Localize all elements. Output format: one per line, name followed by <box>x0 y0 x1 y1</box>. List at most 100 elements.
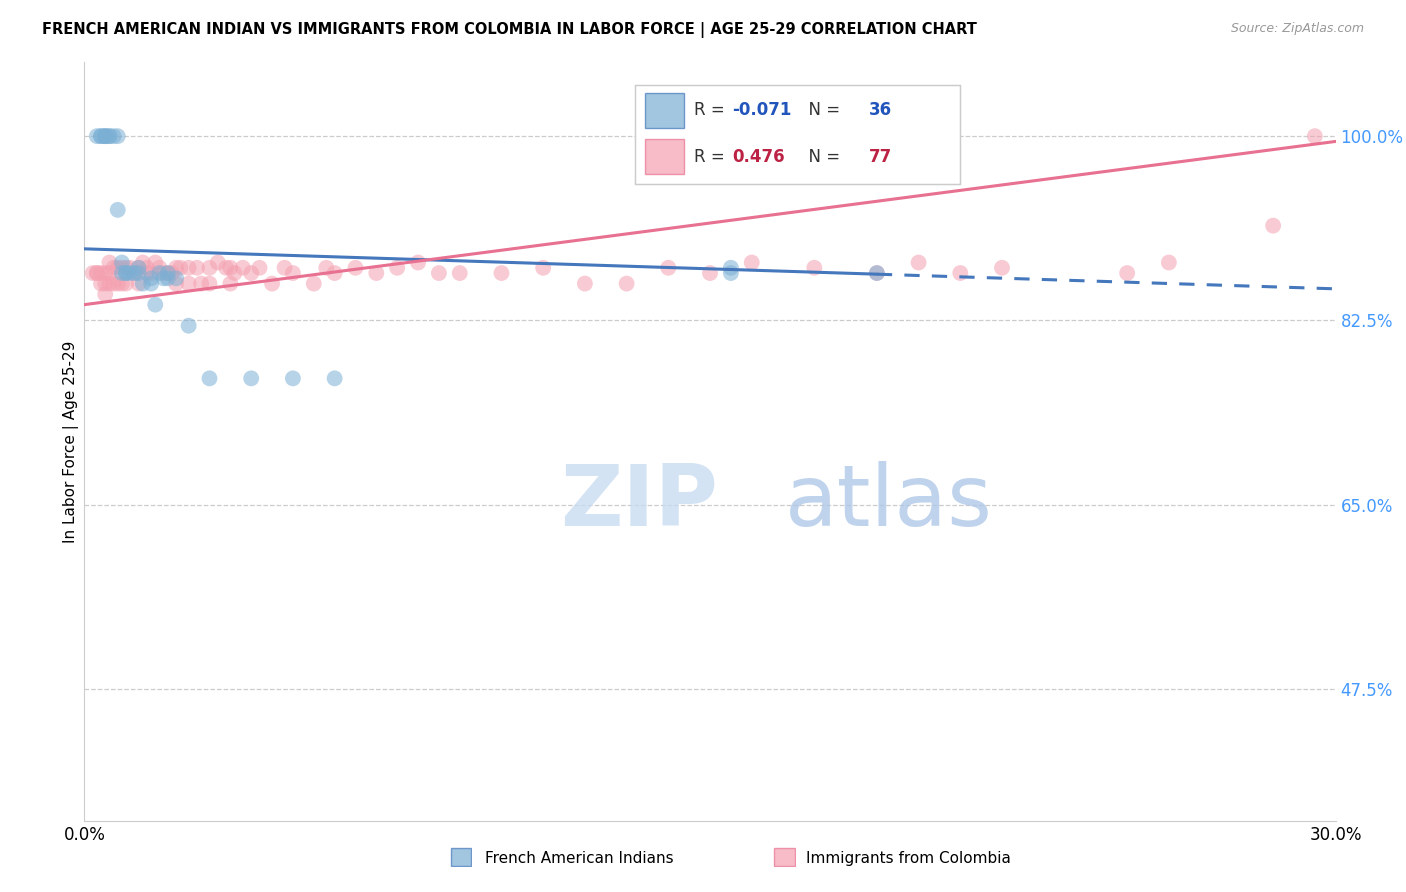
Point <box>281 266 304 280</box>
Point <box>107 277 129 291</box>
Point <box>177 318 200 333</box>
Point <box>866 266 889 280</box>
Point <box>115 266 138 280</box>
Point <box>215 260 238 275</box>
Point <box>302 277 325 291</box>
Point <box>90 129 112 144</box>
Point <box>94 129 117 144</box>
Point <box>1116 266 1139 280</box>
Point <box>323 266 346 280</box>
Point <box>115 260 138 275</box>
Point <box>124 266 146 280</box>
Point <box>103 260 125 275</box>
Point <box>165 260 187 275</box>
Point <box>1157 255 1180 269</box>
Point <box>94 287 117 301</box>
Point <box>82 266 104 280</box>
Point <box>115 277 138 291</box>
Point <box>991 260 1014 275</box>
Point <box>94 129 117 144</box>
Point <box>240 266 263 280</box>
Point <box>907 255 929 269</box>
Point <box>156 266 179 280</box>
Point <box>98 277 121 291</box>
Point <box>132 277 155 291</box>
Point <box>657 260 679 275</box>
Point <box>98 255 121 269</box>
Point <box>699 266 721 280</box>
Point <box>128 277 150 291</box>
Point <box>281 371 304 385</box>
Point <box>720 260 742 275</box>
Point <box>152 266 174 280</box>
Text: French American Indians: French American Indians <box>485 851 673 865</box>
Point <box>120 260 142 275</box>
FancyBboxPatch shape <box>451 848 471 866</box>
Point <box>323 371 346 385</box>
Point <box>90 129 112 144</box>
Point <box>1263 219 1285 233</box>
Point <box>111 255 134 269</box>
Point <box>152 271 174 285</box>
Point <box>128 260 150 275</box>
Point <box>344 260 367 275</box>
Text: Source: ZipAtlas.com: Source: ZipAtlas.com <box>1230 22 1364 36</box>
Point <box>616 277 638 291</box>
FancyBboxPatch shape <box>775 848 794 866</box>
Point <box>207 255 229 269</box>
Point <box>128 260 150 275</box>
Point <box>148 266 170 280</box>
Point <box>148 260 170 275</box>
Point <box>90 277 112 291</box>
Point <box>107 129 129 144</box>
Point <box>98 266 121 280</box>
Y-axis label: In Labor Force | Age 25-29: In Labor Force | Age 25-29 <box>63 341 79 542</box>
Point <box>406 255 429 269</box>
Point <box>107 202 129 217</box>
Point <box>224 266 246 280</box>
Point <box>94 129 117 144</box>
Point <box>177 277 200 291</box>
Point <box>198 277 221 291</box>
Point <box>249 260 271 275</box>
Point <box>86 266 108 280</box>
Point <box>574 277 596 291</box>
Point <box>111 277 134 291</box>
Point <box>94 277 117 291</box>
Point <box>156 271 179 285</box>
Point <box>103 129 125 144</box>
Point <box>139 266 162 280</box>
Point <box>186 260 208 275</box>
Point <box>90 266 112 280</box>
Point <box>449 266 471 280</box>
Point <box>86 129 108 144</box>
Point <box>273 260 295 275</box>
Point <box>156 266 179 280</box>
Point <box>720 266 742 280</box>
Point <box>741 255 763 269</box>
Point <box>427 266 450 280</box>
Point <box>143 255 166 269</box>
Point <box>111 266 134 280</box>
Point <box>86 266 108 280</box>
Point <box>136 260 159 275</box>
Point <box>949 266 972 280</box>
Point <box>1303 129 1326 144</box>
Point <box>143 298 166 312</box>
Point <box>124 266 146 280</box>
Point <box>169 260 191 275</box>
Point <box>120 266 142 280</box>
Point <box>531 260 554 275</box>
Point <box>232 260 254 275</box>
Point <box>98 129 121 144</box>
Point <box>262 277 284 291</box>
Text: Immigrants from Colombia: Immigrants from Colombia <box>806 851 1011 865</box>
Point <box>240 371 263 385</box>
Text: FRENCH AMERICAN INDIAN VS IMMIGRANTS FROM COLOMBIA IN LABOR FORCE | AGE 25-29 CO: FRENCH AMERICAN INDIAN VS IMMIGRANTS FRO… <box>42 22 977 38</box>
Point <box>132 255 155 269</box>
Point <box>803 260 825 275</box>
Point <box>165 271 187 285</box>
Text: atlas: atlas <box>785 460 993 544</box>
Point <box>198 371 221 385</box>
Point <box>491 266 513 280</box>
